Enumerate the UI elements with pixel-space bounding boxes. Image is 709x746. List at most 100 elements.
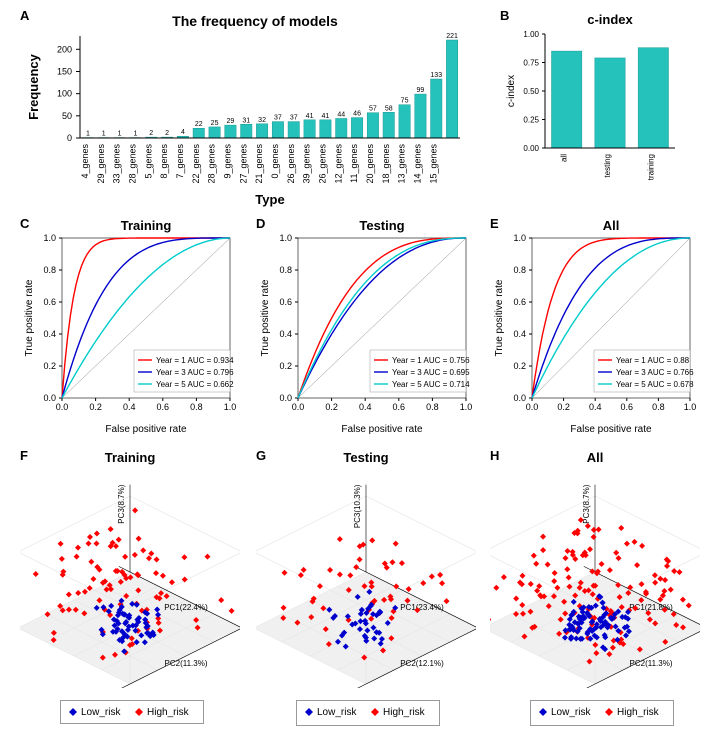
svg-text:0.0: 0.0 bbox=[526, 402, 539, 412]
svg-text:0.0: 0.0 bbox=[292, 402, 305, 412]
svg-text:High_risk: High_risk bbox=[383, 707, 426, 718]
svg-text:0.8: 0.8 bbox=[652, 402, 665, 412]
svg-text:41: 41 bbox=[322, 113, 330, 120]
svg-text:26_genes: 26_genes bbox=[317, 144, 327, 184]
svg-text:c-index: c-index bbox=[506, 75, 517, 107]
svg-text:1.0: 1.0 bbox=[460, 402, 473, 412]
svg-text:True positive rate: True positive rate bbox=[260, 279, 271, 356]
svg-text:200: 200 bbox=[57, 44, 72, 54]
svg-text:0.4: 0.4 bbox=[589, 402, 602, 412]
svg-text:41: 41 bbox=[306, 113, 314, 120]
svg-text:PC3(8.7%): PC3(8.7%) bbox=[582, 484, 591, 523]
svg-text:The frequency of models: The frequency of models bbox=[172, 13, 338, 29]
svg-text:14_genes: 14_genes bbox=[412, 144, 422, 184]
svg-text:18_genes: 18_genes bbox=[381, 144, 391, 184]
svg-text:100: 100 bbox=[57, 89, 72, 99]
svg-text:Low_risk: Low_risk bbox=[551, 707, 591, 718]
legend-low-label: Low_risk bbox=[81, 707, 121, 718]
svg-text:PC2(11.3%): PC2(11.3%) bbox=[165, 659, 208, 668]
svg-text:1: 1 bbox=[86, 131, 90, 138]
svg-text:57: 57 bbox=[369, 106, 377, 113]
svg-text:False positive rate: False positive rate bbox=[570, 424, 652, 435]
svg-text:PC1(23.4%): PC1(23.4%) bbox=[400, 603, 444, 612]
svg-text:133: 133 bbox=[430, 72, 442, 79]
svg-text:PC1(22.4%): PC1(22.4%) bbox=[164, 603, 208, 612]
svg-text:0.4: 0.4 bbox=[279, 329, 292, 339]
svg-text:39_genes: 39_genes bbox=[302, 144, 312, 184]
svg-text:0.6: 0.6 bbox=[157, 402, 170, 412]
svg-text:28_genes: 28_genes bbox=[207, 144, 217, 184]
svg-text:22_genes: 22_genes bbox=[191, 144, 201, 184]
svg-text:0.0: 0.0 bbox=[279, 393, 292, 403]
svg-text:0.6: 0.6 bbox=[621, 402, 634, 412]
svg-text:Year = 1 AUC = 0.756: Year = 1 AUC = 0.756 bbox=[392, 356, 470, 365]
svg-text:0.2: 0.2 bbox=[279, 361, 292, 371]
svg-text:0_genes: 0_genes bbox=[270, 144, 280, 179]
svg-text:0.8: 0.8 bbox=[190, 402, 203, 412]
svg-text:0.2: 0.2 bbox=[89, 402, 102, 412]
svg-text:Low_risk: Low_risk bbox=[317, 707, 357, 718]
svg-text:Year = 3 AUC = 0.766: Year = 3 AUC = 0.766 bbox=[616, 368, 694, 377]
svg-text:1: 1 bbox=[102, 131, 106, 138]
svg-text:4_genes: 4_genes bbox=[80, 144, 90, 179]
svg-text:Frequency: Frequency bbox=[26, 53, 41, 120]
svg-text:0.6: 0.6 bbox=[393, 402, 406, 412]
svg-text:0.6: 0.6 bbox=[279, 297, 292, 307]
svg-text:44: 44 bbox=[337, 111, 345, 118]
svg-text:1: 1 bbox=[133, 131, 137, 138]
svg-text:True positive rate: True positive rate bbox=[24, 279, 35, 356]
svg-text:27_genes: 27_genes bbox=[238, 144, 248, 184]
svg-text:1.0: 1.0 bbox=[224, 402, 237, 412]
svg-text:22: 22 bbox=[195, 121, 203, 128]
svg-text:Year = 5 AUC = 0.662: Year = 5 AUC = 0.662 bbox=[156, 380, 234, 389]
svg-text:1.0: 1.0 bbox=[279, 233, 292, 243]
svg-text:37: 37 bbox=[290, 115, 298, 122]
svg-text:26_genes: 26_genes bbox=[286, 144, 296, 184]
svg-text:all: all bbox=[560, 154, 569, 162]
svg-text:21_genes: 21_genes bbox=[254, 144, 264, 184]
svg-text:1.0: 1.0 bbox=[684, 402, 697, 412]
svg-text:1.00: 1.00 bbox=[523, 30, 539, 39]
svg-text:All: All bbox=[587, 450, 604, 465]
svg-text:Year = 3 AUC = 0.695: Year = 3 AUC = 0.695 bbox=[392, 368, 470, 377]
svg-text:221: 221 bbox=[446, 33, 458, 40]
legend-g: Low_risk High_risk bbox=[296, 700, 440, 726]
svg-text:99: 99 bbox=[417, 87, 425, 94]
panel-e: All0.00.00.20.20.40.40.60.60.80.81.01.0F… bbox=[490, 216, 700, 436]
svg-text:0.8: 0.8 bbox=[279, 265, 292, 275]
svg-text:20_genes: 20_genes bbox=[365, 144, 375, 184]
svg-text:0.50: 0.50 bbox=[523, 87, 539, 96]
svg-text:PC3(10.3%): PC3(10.3%) bbox=[353, 484, 362, 528]
svg-text:28_genes: 28_genes bbox=[127, 144, 137, 184]
svg-text:0.2: 0.2 bbox=[325, 402, 338, 412]
svg-text:150: 150 bbox=[57, 66, 72, 76]
svg-text:0.2: 0.2 bbox=[43, 361, 56, 371]
svg-text:1: 1 bbox=[118, 131, 122, 138]
svg-text:All: All bbox=[603, 218, 620, 233]
svg-text:29: 29 bbox=[227, 118, 235, 125]
svg-text:Year = 1 AUC = 0.934: Year = 1 AUC = 0.934 bbox=[156, 356, 234, 365]
panel-b: c-index0.000.250.500.751.00c-indexalltes… bbox=[500, 8, 690, 208]
svg-text:False positive rate: False positive rate bbox=[341, 424, 423, 435]
svg-text:11_genes: 11_genes bbox=[349, 144, 359, 183]
svg-text:8_genes: 8_genes bbox=[159, 144, 169, 179]
svg-text:0.0: 0.0 bbox=[56, 402, 69, 412]
svg-text:False positive rate: False positive rate bbox=[105, 424, 187, 435]
svg-text:0.25: 0.25 bbox=[523, 116, 539, 125]
panel-g: PC1(23.4%)PC2(12.1%)PC3(10.3%)Testing bbox=[256, 448, 476, 688]
svg-text:29_genes: 29_genes bbox=[96, 144, 106, 184]
svg-text:0.75: 0.75 bbox=[523, 59, 539, 68]
svg-text:Training: Training bbox=[121, 218, 172, 233]
svg-text:37: 37 bbox=[274, 115, 282, 122]
svg-text:32: 32 bbox=[258, 117, 266, 124]
svg-text:0.4: 0.4 bbox=[43, 329, 56, 339]
svg-text:True positive rate: True positive rate bbox=[494, 279, 505, 356]
svg-text:31: 31 bbox=[242, 117, 250, 124]
svg-text:Year = 1 AUC = 0.88: Year = 1 AUC = 0.88 bbox=[616, 356, 690, 365]
panel-f: PC1(22.4%)PC2(11.3%)PC3(8.7%)Training bbox=[20, 448, 240, 688]
panel-c: Training0.00.00.20.20.40.40.60.60.80.81.… bbox=[20, 216, 240, 436]
svg-text:0.2: 0.2 bbox=[557, 402, 570, 412]
svg-text:0.2: 0.2 bbox=[513, 361, 526, 371]
svg-text:Training: Training bbox=[105, 450, 156, 465]
svg-text:0: 0 bbox=[67, 133, 72, 143]
